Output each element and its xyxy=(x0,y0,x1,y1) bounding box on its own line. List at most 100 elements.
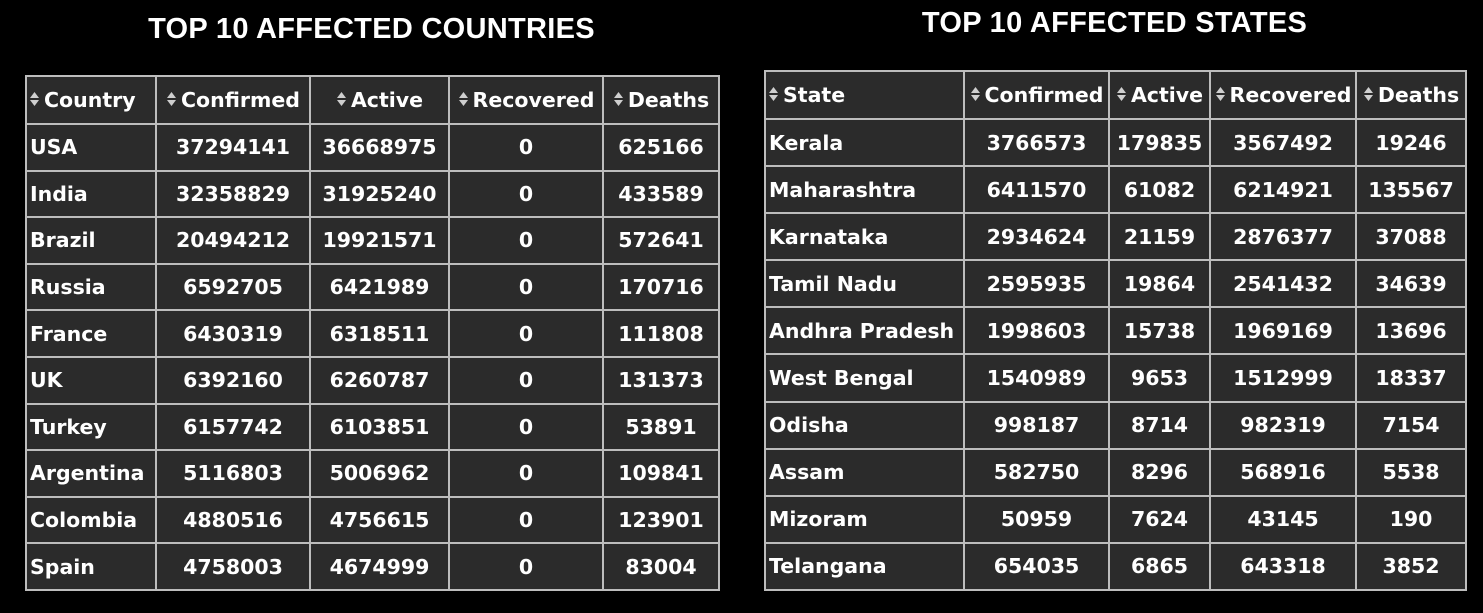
states-cell-deaths: 190 xyxy=(1355,494,1467,544)
sort-arrows-icon[interactable] xyxy=(1116,86,1127,102)
countries-header-label: Recovered xyxy=(472,88,595,112)
countries-cell-recovered: 0 xyxy=(448,309,604,358)
states-cell-deaths: 19246 xyxy=(1355,117,1467,168)
countries-header-country[interactable]: Country xyxy=(25,75,157,125)
table-row: Russia 6592705 6421989 0 170716 xyxy=(25,262,720,312)
states-header-label: Confirmed xyxy=(984,83,1104,107)
table-row: Turkey 6157742 6103851 0 53891 xyxy=(25,402,720,452)
states-header-label: Recovered xyxy=(1229,83,1352,107)
countries-body: USA 37294141 36668975 0 625166 India 32358829 3… xyxy=(25,123,720,591)
states-cell-deaths: 34639 xyxy=(1355,259,1467,309)
states-cell-confirmed: 654035 xyxy=(963,541,1110,592)
sort-arrows-icon[interactable] xyxy=(970,86,981,102)
sort-arrows-icon[interactable] xyxy=(29,91,40,107)
table-row: Spain 4758003 4674999 0 83004 xyxy=(25,542,720,591)
sort-arrows-icon[interactable] xyxy=(1215,86,1226,102)
countries-header-confirmed[interactable]: Confirmed xyxy=(155,75,311,125)
countries-cell-country: Argentina xyxy=(25,449,157,498)
table-row: Colombia 4880516 4756615 0 123901 xyxy=(25,495,720,545)
table-row: Andhra Pradesh 1998603 15738 1969169 13696 xyxy=(764,306,1467,356)
countries-cell-recovered: 0 xyxy=(448,123,604,172)
states-cell-active: 179835 xyxy=(1108,117,1211,168)
countries-cell-active: 6103851 xyxy=(309,402,450,452)
states-cell-recovered: 1969169 xyxy=(1209,306,1357,356)
countries-cell-confirmed: 4758003 xyxy=(155,542,311,591)
states-cell-recovered: 568916 xyxy=(1209,447,1357,497)
sort-arrows-icon[interactable] xyxy=(768,86,779,102)
states-cell-recovered: 643318 xyxy=(1209,541,1357,592)
table-row: France 6430319 6318511 0 111808 xyxy=(25,309,720,358)
countries-cell-country: Russia xyxy=(25,262,157,312)
countries-cell-deaths: 123901 xyxy=(602,495,720,545)
sort-arrows-icon[interactable] xyxy=(1363,86,1374,102)
states-cell-deaths: 135567 xyxy=(1355,165,1467,215)
states-header-label: Active xyxy=(1130,83,1204,107)
countries-cell-active: 19921571 xyxy=(309,216,450,265)
countries-cell-confirmed: 32358829 xyxy=(155,169,311,219)
sort-arrows-icon[interactable] xyxy=(336,91,347,107)
countries-cell-active: 4756615 xyxy=(309,495,450,545)
countries-cell-active: 6318511 xyxy=(309,309,450,358)
countries-cell-deaths: 83004 xyxy=(602,542,720,591)
countries-cell-confirmed: 6430319 xyxy=(155,309,311,358)
states-cell-confirmed: 1998603 xyxy=(963,306,1110,356)
countries-cell-country: France xyxy=(25,309,157,358)
states-cell-recovered: 43145 xyxy=(1209,494,1357,544)
states-cell-recovered: 6214921 xyxy=(1209,165,1357,215)
table-row: USA 37294141 36668975 0 625166 xyxy=(25,123,720,172)
table-row: Kerala 3766573 179835 3567492 19246 xyxy=(764,117,1467,168)
states-cell-recovered: 1512999 xyxy=(1209,353,1357,403)
states-cell-confirmed: 2934624 xyxy=(963,212,1110,262)
countries-cell-recovered: 0 xyxy=(448,402,604,452)
states-cell-confirmed: 998187 xyxy=(963,400,1110,450)
states-cell-deaths: 18337 xyxy=(1355,353,1467,403)
states-cell-deaths: 13696 xyxy=(1355,306,1467,356)
countries-header-deaths[interactable]: Deaths xyxy=(602,75,720,125)
states-header-recovered[interactable]: Recovered xyxy=(1209,70,1357,120)
countries-header-label: Deaths xyxy=(627,88,710,112)
table-row: Karnataka 2934624 21159 2876377 37088 xyxy=(764,212,1467,262)
countries-cell-confirmed: 4880516 xyxy=(155,495,311,545)
sort-arrows-icon[interactable] xyxy=(613,91,624,107)
countries-cell-recovered: 0 xyxy=(448,262,604,312)
countries-cell-active: 5006962 xyxy=(309,449,450,498)
states-cell-state: Mizoram xyxy=(764,494,965,544)
countries-cell-deaths: 109841 xyxy=(602,449,720,498)
states-cell-state: Andhra Pradesh xyxy=(764,306,965,356)
countries-cell-confirmed: 6157742 xyxy=(155,402,311,452)
table-row: West Bengal 1540989 9653 1512999 18337 xyxy=(764,353,1467,403)
states-cell-state: Telangana xyxy=(764,541,965,592)
states-cell-deaths: 3852 xyxy=(1355,541,1467,592)
sort-arrows-icon[interactable] xyxy=(166,91,177,107)
countries-header-label: Active xyxy=(350,88,424,112)
countries-header-recovered[interactable]: Recovered xyxy=(448,75,604,125)
countries-cell-country: USA xyxy=(25,123,157,172)
countries-cell-active: 36668975 xyxy=(309,123,450,172)
countries-cell-country: India xyxy=(25,169,157,219)
states-header-state[interactable]: State xyxy=(764,70,965,120)
states-cell-active: 19864 xyxy=(1108,259,1211,309)
states-cell-state: Assam xyxy=(764,447,965,497)
table-row: Tamil Nadu 2595935 19864 2541432 34639 xyxy=(764,259,1467,309)
states-header-active[interactable]: Active xyxy=(1108,70,1211,120)
states-title: TOP 10 AFFECTED STATES xyxy=(921,7,1308,39)
states-cell-confirmed: 3766573 xyxy=(963,117,1110,168)
states-header-confirmed[interactable]: Confirmed xyxy=(963,70,1110,120)
states-header-deaths[interactable]: Deaths xyxy=(1355,70,1467,120)
states-cell-state: Odisha xyxy=(764,400,965,450)
countries-cell-deaths: 131373 xyxy=(602,355,720,405)
countries-cell-recovered: 0 xyxy=(448,216,604,265)
countries-cell-confirmed: 6392160 xyxy=(155,355,311,405)
countries-header-active[interactable]: Active xyxy=(309,75,450,125)
states-cell-active: 21159 xyxy=(1108,212,1211,262)
states-body: Kerala 3766573 179835 3567492 19246 Maharasht… xyxy=(764,117,1467,592)
countries-title: TOP 10 AFFECTED COUNTRIES xyxy=(148,13,595,45)
sort-arrows-icon[interactable] xyxy=(458,91,469,107)
countries-cell-country: Brazil xyxy=(25,216,157,265)
states-cell-recovered: 982319 xyxy=(1209,400,1357,450)
states-table: State Confirmed Active Recovered Deaths Kera… xyxy=(764,70,1467,592)
countries-cell-country: Colombia xyxy=(25,495,157,545)
states-cell-state: West Bengal xyxy=(764,353,965,403)
states-cell-state: Karnataka xyxy=(764,212,965,262)
table-row: Maharashtra 6411570 61082 6214921 135567 xyxy=(764,165,1467,215)
